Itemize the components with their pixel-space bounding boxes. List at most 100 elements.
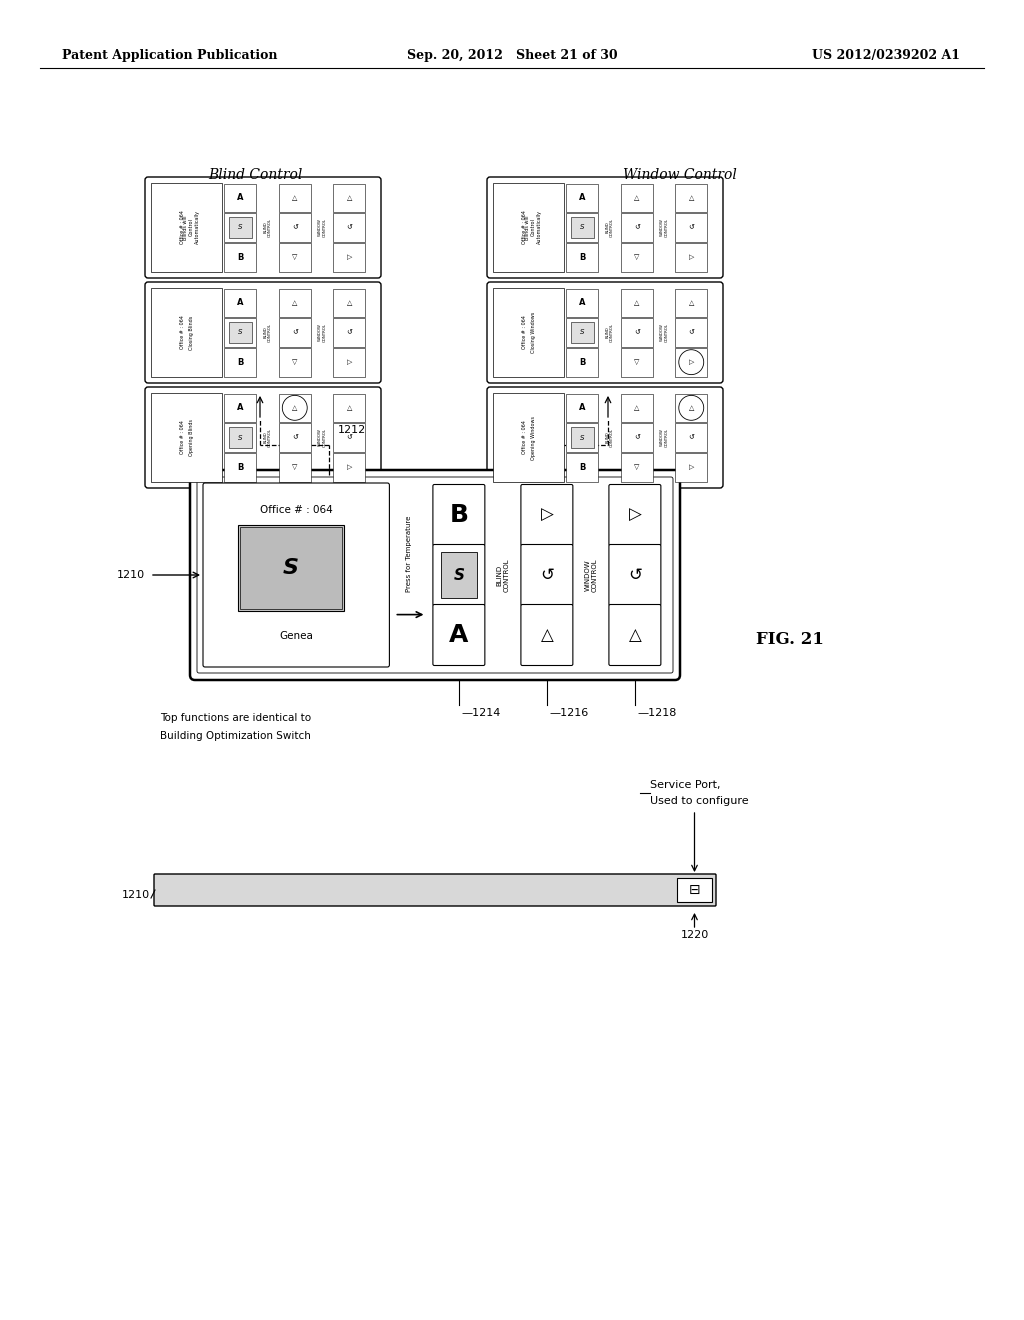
Text: ↺: ↺ (346, 224, 352, 231)
Bar (566, 393, 598, 422)
Bar (493, 288, 563, 378)
Bar (566, 289, 598, 317)
Bar (224, 318, 256, 347)
Text: BLIND
CONTROL: BLIND CONTROL (605, 323, 613, 342)
Bar (441, 552, 477, 598)
Text: BLIND
CONTROL: BLIND CONTROL (263, 218, 271, 238)
Text: B: B (579, 463, 586, 471)
Text: A: A (237, 298, 244, 308)
Text: Opening Blinds: Opening Blinds (188, 418, 194, 455)
Text: ▷: ▷ (541, 506, 553, 524)
Text: Blinds will
Control
Automatically: Blinds will Control Automatically (183, 210, 200, 244)
Text: ↺: ↺ (634, 224, 640, 231)
Text: —1218: —1218 (638, 708, 677, 718)
Text: Closing Blinds: Closing Blinds (188, 315, 194, 350)
Text: S: S (238, 434, 243, 441)
Text: A: A (450, 623, 469, 647)
FancyBboxPatch shape (609, 605, 660, 665)
Bar (279, 213, 311, 242)
Bar (279, 183, 311, 213)
Text: ▷: ▷ (688, 255, 694, 260)
Bar (333, 213, 366, 242)
Text: Genea: Genea (280, 631, 313, 642)
Text: ▷: ▷ (688, 359, 694, 366)
Text: ↺: ↺ (634, 330, 640, 335)
Text: BLIND
CONTROL: BLIND CONTROL (605, 428, 613, 447)
Bar (224, 424, 256, 451)
Text: ↺: ↺ (628, 566, 642, 583)
Bar (621, 424, 653, 451)
Bar (570, 428, 594, 447)
Bar (333, 424, 366, 451)
Text: ↺: ↺ (346, 330, 352, 335)
Text: △: △ (292, 195, 297, 201)
Text: B: B (238, 252, 244, 261)
Bar (570, 322, 594, 343)
Text: S: S (238, 330, 243, 335)
Bar (279, 318, 311, 347)
Text: B: B (238, 463, 244, 471)
Text: WINDOW
CONTROL: WINDOW CONTROL (317, 428, 327, 447)
Bar (621, 393, 653, 422)
Text: ▷: ▷ (688, 465, 694, 470)
Bar (675, 424, 708, 451)
Bar (333, 243, 366, 272)
Text: S: S (283, 558, 299, 578)
Bar (675, 318, 708, 347)
Bar (566, 348, 598, 376)
Text: △: △ (346, 300, 352, 306)
Text: A: A (237, 193, 244, 202)
Text: Office # : 064: Office # : 064 (180, 315, 184, 350)
Text: Building Optimization Switch: Building Optimization Switch (160, 731, 311, 741)
Bar (621, 453, 653, 482)
Text: △: △ (634, 300, 639, 306)
Text: ↺: ↺ (292, 434, 298, 441)
Text: Sep. 20, 2012   Sheet 21 of 30: Sep. 20, 2012 Sheet 21 of 30 (407, 49, 617, 62)
Text: WINDOW
CONTROL: WINDOW CONTROL (317, 218, 327, 238)
Text: —1214: —1214 (462, 708, 502, 718)
Bar (240, 527, 342, 609)
Bar (224, 393, 256, 422)
Text: ↺: ↺ (688, 434, 694, 441)
Bar (621, 243, 653, 272)
Text: ↺: ↺ (688, 330, 694, 335)
Text: —1216: —1216 (550, 708, 589, 718)
Text: △: △ (688, 300, 694, 306)
Bar (279, 424, 311, 451)
Bar (493, 393, 563, 482)
FancyBboxPatch shape (487, 387, 723, 488)
Text: 1210: 1210 (117, 570, 145, 579)
Text: Office # : 064: Office # : 064 (260, 506, 333, 515)
Bar (279, 453, 311, 482)
Text: A: A (579, 404, 586, 412)
Bar (151, 393, 221, 482)
Text: A: A (237, 404, 244, 412)
Text: BLIND
CONTROL: BLIND CONTROL (497, 558, 509, 591)
FancyBboxPatch shape (203, 483, 389, 667)
Text: B: B (238, 358, 244, 367)
Text: ↺: ↺ (346, 434, 352, 441)
Bar (151, 288, 221, 378)
Text: △: △ (688, 195, 694, 201)
Bar (566, 453, 598, 482)
Bar (151, 183, 221, 272)
Text: Top functions are identical to: Top functions are identical to (160, 713, 311, 723)
Bar (333, 393, 366, 422)
Text: 1210: 1210 (122, 890, 150, 900)
Text: ▷: ▷ (346, 465, 352, 470)
Bar (333, 289, 366, 317)
Bar (675, 183, 708, 213)
Text: ▽: ▽ (292, 255, 297, 260)
Bar (279, 393, 311, 422)
Text: Patent Application Publication: Patent Application Publication (62, 49, 278, 62)
Bar (566, 424, 598, 451)
Text: Office # : 064: Office # : 064 (180, 211, 184, 244)
Text: WINDOW
CONTROL: WINDOW CONTROL (659, 323, 669, 342)
Text: S: S (580, 330, 585, 335)
Text: ↺: ↺ (540, 566, 554, 583)
Bar (333, 348, 366, 376)
FancyBboxPatch shape (197, 477, 673, 673)
Text: △: △ (688, 405, 694, 411)
Bar (566, 213, 598, 242)
FancyBboxPatch shape (433, 605, 484, 665)
